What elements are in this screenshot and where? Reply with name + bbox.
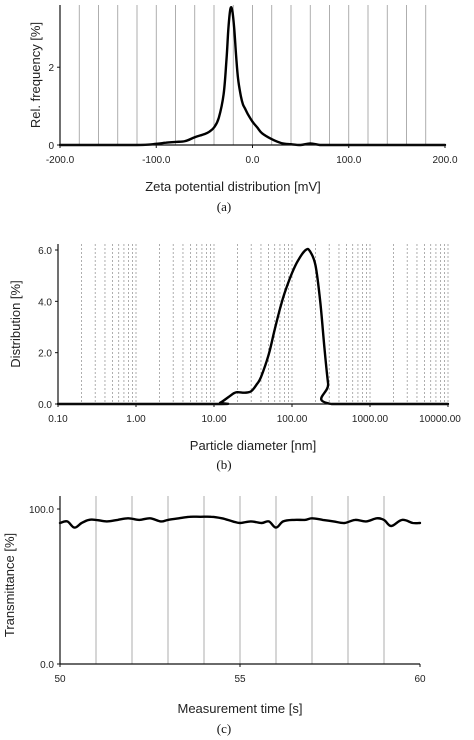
panel-b-curve-group xyxy=(56,247,450,406)
x-tick-label: 0.10 xyxy=(48,414,68,425)
panel-c-curve-group xyxy=(58,515,422,529)
x-tick-label: 10.00 xyxy=(201,414,226,425)
panel-c-ticks: 50 55 60 0.0 100.0 xyxy=(29,505,426,685)
x-tick-label: 60 xyxy=(414,674,426,685)
x-tick-label: -200.0 xyxy=(46,155,75,166)
y-tick-label: 0 xyxy=(48,141,54,152)
y-tick-label: 100.0 xyxy=(29,505,54,516)
x-tick-label: 100.0 xyxy=(336,155,361,166)
panel-c-xlabel: Measurement time [s] xyxy=(178,701,303,716)
panel-a-xlabel: Zeta potential distribution [mV] xyxy=(145,179,321,194)
x-tick-label: 10000.00 xyxy=(419,414,461,425)
x-tick-label: 0.0 xyxy=(246,155,260,166)
panel-a-ticks: -200.0 -100.0 0.0 100.0 200.0 0 2 xyxy=(46,63,458,166)
y-tick-label: 4.0 xyxy=(38,297,52,308)
y-tick-label: 0.0 xyxy=(38,400,52,411)
panel-c-caption: (c) xyxy=(217,721,231,736)
panel-a-ylabel: Rel. frequency [%] xyxy=(28,22,43,128)
panel-b-ylabel: Distribution [%] xyxy=(8,280,23,367)
panel-b-particle-size: 0.10 1.00 10.00 100.00 1000.00 10000.00 0.0 2.0… xyxy=(8,244,461,472)
x-tick-label: 100.00 xyxy=(277,414,308,425)
y-tick-label: 2 xyxy=(48,63,54,74)
panel-b-xlabel: Particle diameter [nm] xyxy=(190,438,316,453)
panel-a-zeta-potential: -200.0 -100.0 0.0 100.0 200.0 0 2 Zeta potenti… xyxy=(28,5,458,214)
panel-a-caption: (a) xyxy=(217,199,231,214)
x-tick-label: 1000.00 xyxy=(352,414,389,425)
x-tick-label: 50 xyxy=(54,674,66,685)
panel-b-ticks: 0.10 1.00 10.00 100.00 1000.00 10000.00 0.0 2.0… xyxy=(38,246,461,425)
panel-a-grid xyxy=(78,5,427,145)
panel-c-ylabel: Transmittance [%] xyxy=(2,533,17,637)
x-tick-label: 200.0 xyxy=(432,155,457,166)
x-tick-label: 55 xyxy=(234,674,246,685)
panel-b-caption: (b) xyxy=(216,457,231,472)
y-tick-label: 2.0 xyxy=(38,349,52,360)
panel-c-grid xyxy=(95,496,385,664)
x-tick-label: -100.0 xyxy=(142,155,171,166)
x-tick-label: 1.00 xyxy=(126,414,146,425)
y-tick-label: 6.0 xyxy=(38,246,52,257)
panel-c-series-line xyxy=(58,515,422,529)
panel-b-series-line xyxy=(56,247,450,406)
panel-b-grid xyxy=(57,244,449,404)
panel-c-transmittance: 50 55 60 0.0 100.0 Measurement time [s] Tran… xyxy=(2,496,426,736)
y-tick-label: 0.0 xyxy=(40,660,54,671)
